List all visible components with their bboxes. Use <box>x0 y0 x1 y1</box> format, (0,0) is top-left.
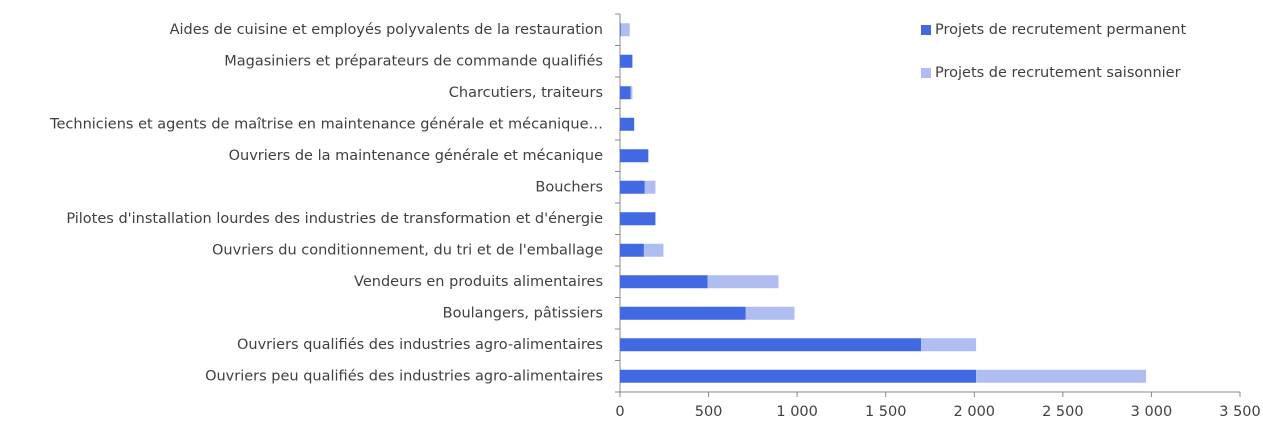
bar-segment <box>630 86 633 100</box>
bar-segment <box>620 338 922 352</box>
category-label: Ouvriers qualifiés des industries agro-a… <box>237 337 603 353</box>
x-tick-label: 0 <box>615 404 624 420</box>
category-label: Pilotes d'installation lourdes des indus… <box>66 211 603 227</box>
bar-segment <box>620 243 644 257</box>
x-tick-label: 1 500 <box>865 404 907 420</box>
legend-swatch <box>921 68 931 78</box>
x-tick-label: 2 500 <box>1042 404 1084 420</box>
x-tick-label: 500 <box>695 404 723 420</box>
bar-segment <box>921 338 977 352</box>
legend-label: Projets de recrutement saisonnier <box>935 65 1181 81</box>
bar-segment <box>620 369 977 383</box>
bar-segment <box>620 117 635 131</box>
legend-swatch <box>921 25 931 35</box>
bar-segment <box>620 149 649 163</box>
bar-segment <box>620 23 630 37</box>
x-tick-label: 3 000 <box>1131 404 1173 420</box>
category-label: Vendeurs en produits alimentaires <box>354 274 603 290</box>
bar-segment <box>620 86 631 100</box>
category-label: Techniciens et agents de maîtrise en mai… <box>49 116 603 132</box>
category-label: Boulangers, pâtissiers <box>443 305 603 321</box>
bar-segment <box>620 180 645 194</box>
bar-segment <box>620 306 746 320</box>
x-tick-label: 1 000 <box>776 404 818 420</box>
legend-label: Projets de recrutement permanent <box>935 22 1187 38</box>
category-label: Ouvriers peu qualifiés des industries ag… <box>205 368 603 384</box>
category-label: Charcutiers, traiteurs <box>449 85 603 101</box>
category-label: Aides de cuisine et employés polyvalents… <box>170 22 603 38</box>
bar-segment <box>745 306 795 320</box>
bar-segment <box>707 275 779 289</box>
category-label: Magasiniers et préparateurs de commande … <box>224 53 603 69</box>
bar-segment <box>976 369 1147 383</box>
bar-segment <box>644 180 656 194</box>
bar-segment <box>620 23 621 37</box>
x-tick-label: 2 000 <box>954 404 996 420</box>
bar-segment <box>620 275 708 289</box>
x-tick-label: 3 500 <box>1219 404 1261 420</box>
bar-segment <box>620 212 656 226</box>
category-label: Ouvriers de la maintenance générale et m… <box>229 148 603 164</box>
bar-segment <box>620 54 633 68</box>
bar-segment <box>643 243 664 257</box>
category-label: Bouchers <box>535 179 603 195</box>
category-label: Ouvriers du conditionnement, du tri et d… <box>212 242 603 258</box>
